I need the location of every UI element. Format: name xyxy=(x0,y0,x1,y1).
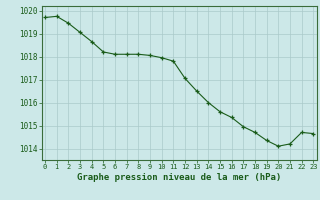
X-axis label: Graphe pression niveau de la mer (hPa): Graphe pression niveau de la mer (hPa) xyxy=(77,173,281,182)
